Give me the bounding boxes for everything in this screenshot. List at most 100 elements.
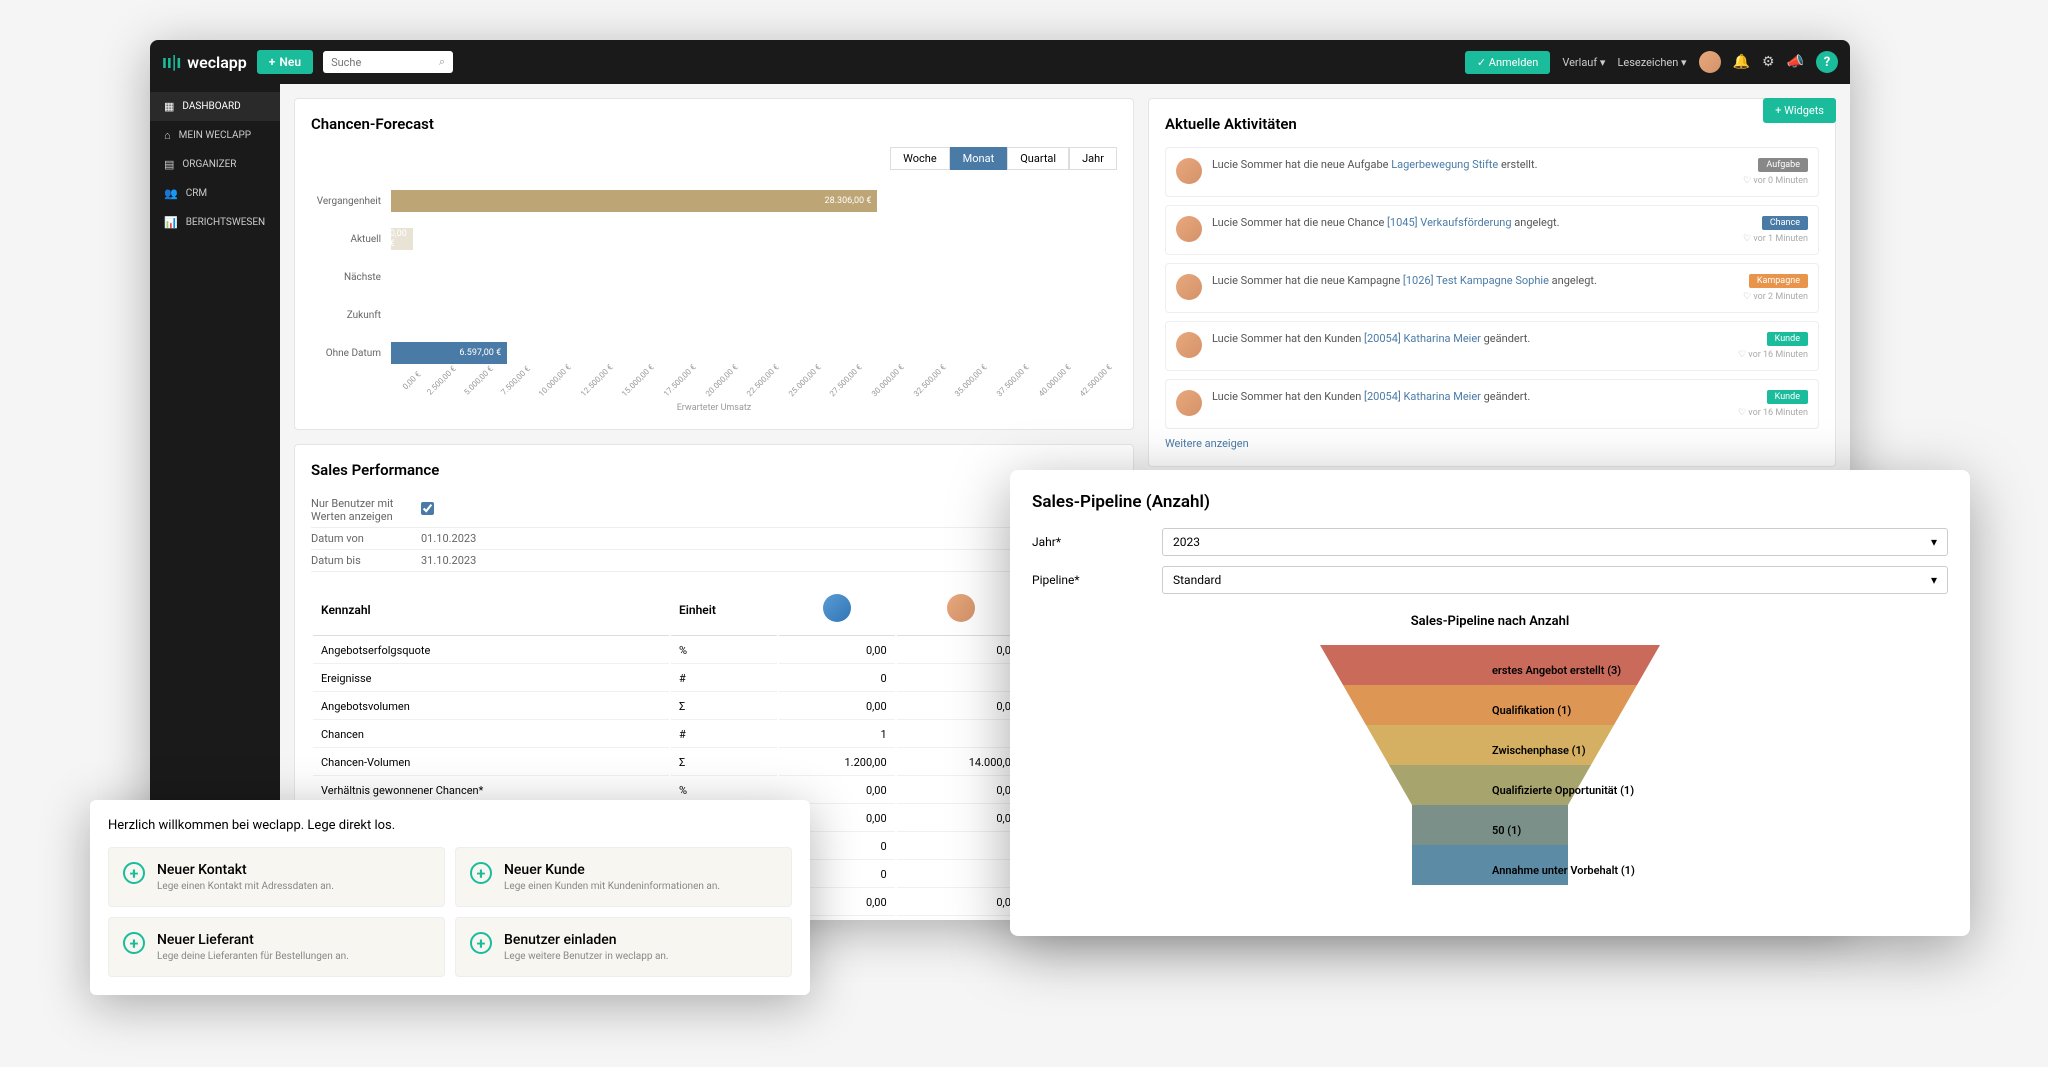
activity-badge: Kunde bbox=[1767, 332, 1808, 346]
hbar-label: Aktuell bbox=[311, 234, 391, 245]
activity-text: Lucie Sommer hat die neue Kampagne [1026… bbox=[1212, 274, 1733, 287]
time-tab-woche[interactable]: Woche bbox=[890, 147, 950, 170]
new-button[interactable]: + Neu bbox=[257, 50, 313, 74]
funnel-label-1: Qualifikation (1) bbox=[1492, 704, 1571, 717]
sidebar-icon: ▦ bbox=[164, 100, 174, 113]
funnel-segment-4 bbox=[1412, 805, 1568, 845]
sp-avatar-0[interactable] bbox=[823, 594, 851, 622]
sp-avatar-1[interactable] bbox=[947, 594, 975, 622]
hbar-track bbox=[391, 266, 1117, 288]
sp-row: AngebotsvolumenΣ0,000,00 bbox=[313, 694, 1115, 720]
plus-icon: + bbox=[123, 862, 145, 884]
activity-text: Lucie Sommer hat die neue Aufgabe Lagerb… bbox=[1212, 158, 1733, 171]
sp-col-einheit: Einheit bbox=[671, 584, 777, 636]
funnel-title: Sales-Pipeline (Anzahl) bbox=[1032, 492, 1948, 512]
hbar-label: Vergangenheit bbox=[311, 196, 391, 207]
time-tab-jahr[interactable]: Jahr bbox=[1069, 147, 1117, 170]
activity-text: Lucie Sommer hat die neue Chance [1045] … bbox=[1212, 216, 1733, 229]
welcome-card-benutzer-einladen[interactable]: + Benutzer einladen Lege weitere Benutze… bbox=[455, 917, 792, 977]
welcome-card-desc: Lege einen Kontakt mit Adressdaten an. bbox=[157, 881, 334, 892]
activities-more-link[interactable]: Weitere anzeigen bbox=[1165, 437, 1819, 450]
activity-item: Lucie Sommer hat die neue Aufgabe Lagerb… bbox=[1165, 147, 1819, 197]
topbar-right: ✓ Anmelden Verlauf ▾ Lesezeichen ▾ 🔔 ⚙ 📣… bbox=[1465, 51, 1838, 74]
sidebar-item-dashboard[interactable]: ▦DASHBOARD bbox=[150, 92, 280, 121]
funnel-svg bbox=[1320, 645, 1660, 885]
funnel-overlay: Sales-Pipeline (Anzahl) Jahr* 2023▾ Pipe… bbox=[1010, 470, 1970, 936]
user-avatar[interactable] bbox=[1699, 51, 1721, 73]
help-icon[interactable]: ? bbox=[1816, 51, 1838, 73]
funnel-label-2: Zwischenphase (1) bbox=[1492, 744, 1586, 757]
hbar-label: Ohne Datum bbox=[311, 348, 391, 359]
sp-row: Ereignisse#00 bbox=[313, 666, 1115, 692]
activity-time: ♡ vor 16 Minuten bbox=[1738, 408, 1808, 418]
history-link[interactable]: Verlauf ▾ bbox=[1562, 56, 1605, 69]
activity-avatar bbox=[1176, 332, 1202, 358]
sidebar-item-crm[interactable]: 👥CRM bbox=[150, 179, 280, 208]
sidebar-item-berichtswesen[interactable]: 📊BERICHTSWESEN bbox=[150, 208, 280, 237]
sp-only-users-checkbox[interactable] bbox=[421, 502, 434, 515]
time-tabs: WocheMonatQuartalJahr bbox=[311, 147, 1117, 170]
sp-col-kennzahl: Kennzahl bbox=[313, 584, 669, 636]
activity-link[interactable]: [1045] Verkaufsförderung bbox=[1387, 216, 1512, 229]
welcome-card-desc: Lege deine Lieferanten für Bestellungen … bbox=[157, 951, 349, 962]
activity-time: ♡ vor 0 Minuten bbox=[1743, 176, 1808, 186]
topbar: ıı|ı weclapp + Neu ⌕ ✓ Anmelden Verlauf … bbox=[150, 40, 1850, 84]
funnel-year-label: Jahr* bbox=[1032, 535, 1162, 549]
activity-link[interactable]: [20054] Katharina Meier bbox=[1364, 332, 1481, 345]
bell-icon[interactable]: 🔔 bbox=[1733, 54, 1750, 70]
sp-row: Chancen-VolumenΣ1.200,0014.000,00 bbox=[313, 750, 1115, 776]
chevron-down-icon: ▾ bbox=[1931, 535, 1937, 549]
widgets-button[interactable]: + Widgets bbox=[1763, 98, 1836, 123]
funnel-label-5: Annahme unter Vorbehalt (1) bbox=[1492, 864, 1635, 877]
hbar-track: 28.306,00 € bbox=[391, 190, 1117, 212]
funnel-chart-title: Sales-Pipeline nach Anzahl bbox=[1032, 614, 1948, 629]
plus-icon: + bbox=[470, 862, 492, 884]
welcome-card-desc: Lege weitere Benutzer in weclapp an. bbox=[504, 951, 669, 962]
activity-item: Lucie Sommer hat die neue Kampagne [1026… bbox=[1165, 263, 1819, 313]
sp-date-from-label: Datum von bbox=[311, 532, 421, 545]
brand-name: weclapp bbox=[187, 53, 247, 72]
activity-link[interactable]: Lagerbewegung Stifte bbox=[1391, 158, 1498, 171]
chevron-down-icon: ▾ bbox=[1931, 573, 1937, 587]
plus-icon: + bbox=[123, 932, 145, 954]
activity-link[interactable]: [1026] Test Kampagne Sophie bbox=[1403, 274, 1549, 287]
time-tab-monat[interactable]: Monat bbox=[950, 147, 1008, 170]
welcome-card-neuer-kontakt[interactable]: + Neuer Kontakt Lege einen Kontakt mit A… bbox=[108, 847, 445, 907]
funnel-label-0: erstes Angebot erstellt (3) bbox=[1492, 664, 1621, 677]
welcome-card-neuer-lieferant[interactable]: + Neuer Lieferant Lege deine Lieferanten… bbox=[108, 917, 445, 977]
welcome-card-neuer-kunde[interactable]: + Neuer Kunde Lege einen Kunden mit Kund… bbox=[455, 847, 792, 907]
activity-avatar bbox=[1176, 274, 1202, 300]
search-icon: ⌕ bbox=[439, 55, 445, 69]
login-button[interactable]: ✓ Anmelden bbox=[1465, 51, 1550, 74]
funnel-chart bbox=[1032, 645, 1948, 885]
sp-title: Sales Performance bbox=[311, 461, 1117, 479]
funnel-pipeline-select[interactable]: Standard▾ bbox=[1162, 566, 1948, 594]
hbar-track: 6.597,00 € bbox=[391, 342, 1117, 364]
sidebar-item-organizer[interactable]: ▤ORGANIZER bbox=[150, 150, 280, 179]
welcome-card-title: Neuer Kunde bbox=[504, 862, 720, 878]
bookmarks-link[interactable]: Lesezeichen ▾ bbox=[1617, 56, 1686, 69]
activity-avatar bbox=[1176, 216, 1202, 242]
search-input[interactable] bbox=[331, 56, 439, 69]
activity-badge: Kunde bbox=[1767, 390, 1808, 404]
gear-icon[interactable]: ⚙ bbox=[1762, 54, 1775, 70]
activities-title: Aktuelle Aktivitäten bbox=[1165, 115, 1819, 133]
funnel-year-select[interactable]: 2023▾ bbox=[1162, 528, 1948, 556]
funnel-pipeline-label: Pipeline* bbox=[1032, 573, 1162, 587]
time-tab-quartal[interactable]: Quartal bbox=[1007, 147, 1069, 170]
activity-text: Lucie Sommer hat den Kunden [20054] Kath… bbox=[1212, 332, 1728, 345]
activity-time: ♡ vor 1 Minuten bbox=[1743, 234, 1808, 244]
activity-time: ♡ vor 16 Minuten bbox=[1738, 350, 1808, 360]
sidebar: ▦DASHBOARD⌂MEIN WECLAPP▤ORGANIZER👥CRM📊BE… bbox=[150, 84, 280, 920]
sidebar-item-mein-weclapp[interactable]: ⌂MEIN WECLAPP bbox=[150, 121, 280, 150]
hbar-label: Zukunft bbox=[311, 310, 391, 321]
activity-link[interactable]: [20054] Katharina Meier bbox=[1364, 390, 1481, 403]
activity-badge: Aufgabe bbox=[1758, 158, 1808, 172]
hbar-track bbox=[391, 304, 1117, 326]
welcome-card-title: Neuer Lieferant bbox=[157, 932, 349, 948]
sidebar-icon: 📊 bbox=[164, 216, 178, 229]
axis-label: Erwarteter Umsatz bbox=[311, 403, 1117, 413]
plus-icon: + bbox=[470, 932, 492, 954]
search-box[interactable]: ⌕ bbox=[323, 51, 453, 73]
megaphone-icon[interactable]: 📣 bbox=[1787, 54, 1804, 70]
